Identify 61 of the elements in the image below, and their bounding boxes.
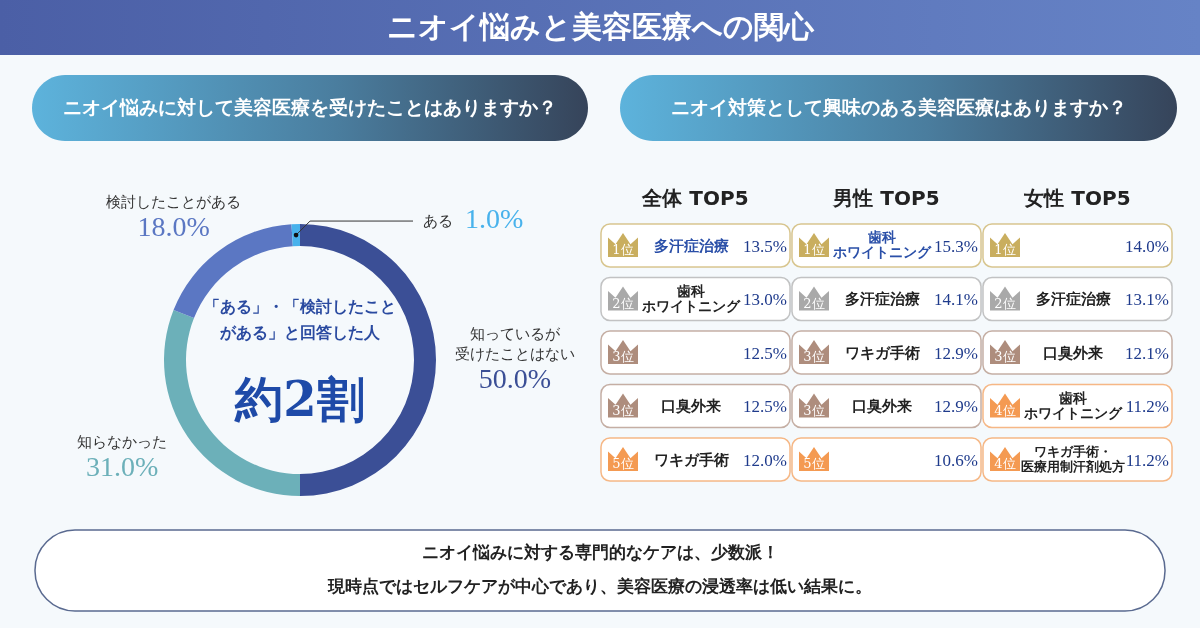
category-label: ワキガ手術・医療用制汗剤処方 xyxy=(1021,444,1125,474)
text: 1位 xyxy=(803,242,825,257)
data-label: 1.0% xyxy=(465,203,524,235)
category-label: ワキガ手術 xyxy=(653,450,729,469)
data-label: 31.0% xyxy=(86,451,159,483)
data-label: 12.5% xyxy=(743,343,787,363)
text: 2位 xyxy=(612,295,634,311)
text: 男性 TOP5 xyxy=(832,186,940,210)
text: 4位 xyxy=(994,402,1016,418)
text: 現時点ではセルフケアが中心であり、美容医療の浸透率は低い結果に。 xyxy=(327,576,872,596)
data-label: 15.3% xyxy=(934,236,978,256)
text: ニオイ悩みに対する専門的なケアは、少数派！ xyxy=(421,542,779,562)
text: 約2割 xyxy=(234,371,365,427)
category-label: 口臭外来 xyxy=(661,397,721,415)
text: ニオイ悩みと美容医療への関心 xyxy=(386,9,815,44)
text: 女性 TOP5 xyxy=(1023,186,1131,210)
data-label: 12.1% xyxy=(1125,343,1169,363)
text: 1位 xyxy=(612,242,634,257)
data-label: 11.2% xyxy=(1125,397,1169,416)
category-label: 多汗症治療 xyxy=(844,290,920,308)
category-label: ワキガ手術 xyxy=(844,343,920,362)
category-label: 歯科ホワイトニング xyxy=(832,229,932,260)
text: 「ある」・「検討したことがある」と回答した人 xyxy=(204,297,396,342)
category-label: 歯科ホワイトニング xyxy=(641,282,741,314)
text: ニオイ対策として興味のある美容医療はありますか？ xyxy=(670,96,1127,118)
data-label: 13.5% xyxy=(743,236,787,256)
data-label: 11.2% xyxy=(1125,450,1169,470)
text: 3位 xyxy=(994,349,1016,364)
data-label: 13.0% xyxy=(743,290,787,309)
slice-label: 検討したことがある xyxy=(106,193,242,212)
text: 2位 xyxy=(803,295,825,311)
category-label: 口臭外来 xyxy=(852,397,912,415)
text: 3位 xyxy=(803,349,825,364)
chart-title: ニオイ悩みに対して美容医療を受けたことはありますか？ xyxy=(63,96,557,118)
data-label: 18.0% xyxy=(137,211,210,243)
category-label: 多汗症治療 xyxy=(1035,290,1111,308)
category-label: 多汗症治療 xyxy=(653,236,729,255)
text: 4位 xyxy=(994,456,1016,471)
data-label: 14.0% xyxy=(1125,236,1169,256)
text: 5位 xyxy=(803,456,825,471)
slice-label: 知っているが受けたことはない xyxy=(455,325,575,363)
text: 5位 xyxy=(612,456,634,471)
data-label: 12.9% xyxy=(934,397,978,416)
text: 1位 xyxy=(994,242,1016,257)
category-label: 歯科ホワイトニング xyxy=(1023,389,1123,421)
category-label: 口臭外来 xyxy=(1043,343,1103,362)
text: 2位 xyxy=(994,295,1016,311)
data-label: 12.5% xyxy=(743,397,787,416)
data-label: 14.1% xyxy=(934,290,978,309)
donut-slice xyxy=(291,224,300,247)
text: 3位 xyxy=(612,402,634,418)
text: 3位 xyxy=(803,402,825,418)
data-label: 12.0% xyxy=(743,450,787,470)
data-label: 10.6% xyxy=(934,450,978,470)
slice-label: ある xyxy=(423,212,453,231)
text: 全体 TOP5 xyxy=(641,186,749,210)
data-label: 12.9% xyxy=(934,343,978,363)
data-label: 13.1% xyxy=(1125,290,1169,309)
data-label: 50.0% xyxy=(478,363,552,394)
text: 3位 xyxy=(612,349,634,364)
slice-label: 知らなかった xyxy=(77,433,168,452)
